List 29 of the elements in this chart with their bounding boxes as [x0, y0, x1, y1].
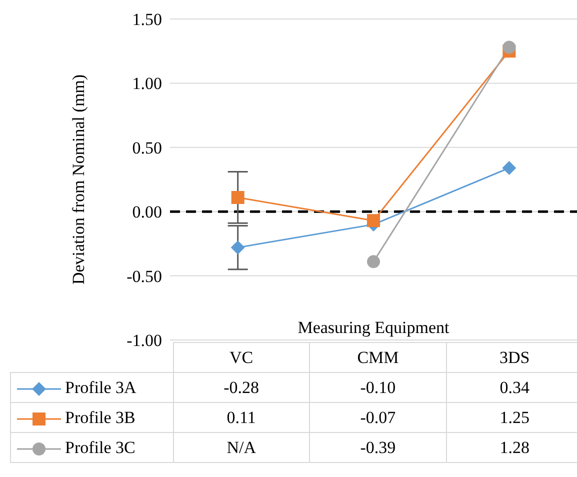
x-tick-label: 3DS	[446, 342, 577, 372]
point	[231, 190, 244, 204]
data-label: 0.11	[173, 402, 310, 432]
y-tick-label: -0.50	[126, 266, 162, 286]
point	[367, 255, 380, 268]
legend-label: Profile 3B	[10, 402, 173, 432]
data-label: 1.25	[446, 402, 577, 432]
legend-label: Profile 3C	[10, 432, 173, 462]
data-label: -0.07	[310, 402, 446, 432]
y-tick-label: 0.00	[132, 202, 162, 222]
data-label: 1.28	[446, 432, 577, 462]
y-tick-label: -1.00	[126, 331, 162, 350]
data-label: -0.39	[310, 432, 446, 462]
y-tick-label: 1.00	[132, 74, 162, 94]
data-label: -0.28	[173, 372, 310, 402]
data-label: 0.34	[446, 372, 577, 402]
point	[230, 240, 245, 255]
point	[367, 214, 380, 228]
text: N/A	[226, 438, 256, 456]
y-tick-label: 1.50	[132, 10, 162, 30]
y-tick-label: 0.50	[132, 138, 162, 158]
legend-label: Profile 3A	[10, 372, 173, 402]
point	[502, 40, 516, 54]
x-tick-label: VC	[173, 342, 310, 372]
data-label: -0.10	[310, 372, 446, 402]
x-axis-title: Measuring Equipment	[298, 318, 450, 337]
x-tick-label: CMM	[310, 342, 446, 372]
point	[502, 160, 516, 175]
y-axis-title: Deviation from Nominal (mm)	[69, 74, 88, 285]
